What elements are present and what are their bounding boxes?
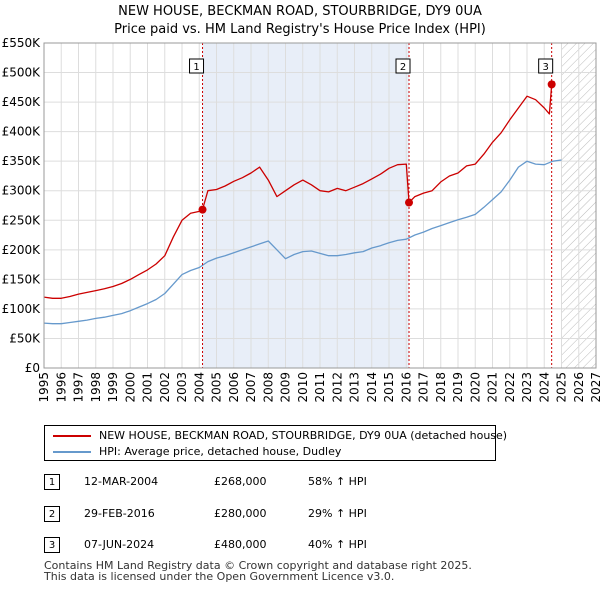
x-tick-label: 2006 xyxy=(227,372,241,403)
x-tick-label: 2010 xyxy=(296,372,310,403)
y-tick-label: £300K xyxy=(2,184,42,198)
transaction-hpi: 40% ↑ HPI xyxy=(308,538,367,551)
chart-title: NEW HOUSE, BECKMAN ROAD, STOURBRIDGE, DY… xyxy=(118,4,482,19)
x-tick-label: 2016 xyxy=(399,372,413,403)
x-tick-label: 2022 xyxy=(503,372,517,403)
x-tick-label: 2001 xyxy=(141,372,155,403)
footer: Contains HM Land Registry data © Crown c… xyxy=(44,560,472,582)
price-chart: 1 2 3 £0 £50K £100K £150K £200K £250K £300K £350K… xyxy=(2,36,600,403)
legend: NEW HOUSE, BECKMAN ROAD, STOURBRIDGE, DY… xyxy=(44,425,507,461)
y-tick-label: £250K xyxy=(2,213,42,227)
sale-number-label: 3 xyxy=(542,62,548,73)
transaction-price: £268,000 xyxy=(214,475,267,488)
sale-point xyxy=(405,198,414,207)
x-tick-label: 2020 xyxy=(468,372,482,403)
x-tick-label: 2008 xyxy=(261,372,275,403)
y-tick-label: £550K xyxy=(2,36,42,50)
x-tick-label: 2021 xyxy=(486,372,500,403)
x-tick-label: 2023 xyxy=(520,372,534,403)
x-tick-label: 1995 xyxy=(37,372,51,403)
transaction-number: 3 xyxy=(44,537,60,553)
y-tick-label: £150K xyxy=(2,272,42,286)
hpi-line xyxy=(43,159,562,325)
x-tick-label: 2011 xyxy=(313,372,327,403)
legend-label-property: NEW HOUSE, BECKMAN ROAD, STOURBRIDGE, DY… xyxy=(99,429,508,442)
x-tick-label: 2013 xyxy=(348,372,362,403)
x-tick-label: 2012 xyxy=(330,372,344,403)
x-tick-label: 1998 xyxy=(89,372,103,403)
x-tick-label: 2024 xyxy=(537,372,551,403)
transaction-price: £480,000 xyxy=(214,538,267,551)
sale-number-label: 2 xyxy=(400,62,406,73)
x-tick-label: 1999 xyxy=(106,372,120,403)
y-tick-label: £350K xyxy=(2,154,42,168)
footer-copyright: Contains HM Land Registry data © Crown c… xyxy=(44,559,472,572)
x-tick-label: 1997 xyxy=(72,372,86,403)
x-tick-label: 2018 xyxy=(434,372,448,403)
legend-swatch-property xyxy=(53,435,91,437)
x-tick-label: 2003 xyxy=(175,372,189,403)
property-price-line xyxy=(43,80,556,299)
transaction-date: 29-FEB-2016 xyxy=(84,507,155,520)
y-tick-label: £500K xyxy=(2,66,42,80)
sale-number-box xyxy=(189,58,205,74)
transaction-date: 12-MAR-2004 xyxy=(84,475,159,488)
ownership-shade xyxy=(202,43,410,368)
y-tick-label: £0 xyxy=(25,361,40,375)
x-tick-label: 2002 xyxy=(158,372,172,403)
x-tick-label: 2004 xyxy=(192,372,206,403)
x-tick-label: 2000 xyxy=(123,372,137,403)
x-tick-label: 1996 xyxy=(54,372,68,403)
y-tick-label: £450K xyxy=(2,95,42,109)
legend-label-hpi: HPI: Average price, detached house, Dudl… xyxy=(99,445,342,458)
x-tick-label: 2026 xyxy=(572,372,586,403)
y-tick-label: £100K xyxy=(2,302,42,316)
x-tick-label: 2017 xyxy=(417,372,431,403)
x-tick-label: 2027 xyxy=(589,372,600,403)
transaction-row: 3 07-JUN-2024 £480,000 40% ↑ HPI xyxy=(44,537,444,555)
transaction-hpi: 29% ↑ HPI xyxy=(308,507,367,520)
y-tick-label: £400K xyxy=(2,125,42,139)
y-tick-label: £200K xyxy=(2,243,42,257)
x-tick-label: 2015 xyxy=(382,372,396,403)
sale-number-box xyxy=(538,58,554,74)
chart-subtitle: Price paid vs. HM Land Registry's House … xyxy=(114,22,486,37)
transaction-row: 2 29-FEB-2016 £280,000 29% ↑ HPI xyxy=(44,506,444,524)
transaction-date: 07-JUN-2024 xyxy=(84,538,155,551)
transaction-hpi: 58% ↑ HPI xyxy=(308,475,367,488)
sale-number-box xyxy=(395,58,411,74)
sale-point xyxy=(198,205,207,214)
sale-point xyxy=(547,80,556,89)
x-tick-label: 2014 xyxy=(365,372,379,403)
x-tick-label: 2019 xyxy=(451,372,465,403)
transaction-price: £280,000 xyxy=(214,507,267,520)
legend-swatch-hpi xyxy=(53,451,91,453)
x-tick-label: 2009 xyxy=(279,372,293,403)
plot-frame xyxy=(43,42,597,369)
transaction-number: 1 xyxy=(44,474,60,490)
sale-number-label: 1 xyxy=(193,62,199,73)
transaction-row: 1 12-MAR-2004 £268,000 58% ↑ HPI xyxy=(44,474,444,492)
transaction-number: 2 xyxy=(44,506,60,522)
footer-licence: This data is licensed under the Open Gov… xyxy=(44,570,395,583)
y-tick-label: £50K xyxy=(9,331,41,345)
x-tick-label: 2025 xyxy=(555,372,569,403)
chart-title-block: NEW HOUSE, BECKMAN ROAD, STOURBRIDGE, DY… xyxy=(0,3,600,39)
x-tick-label: 2005 xyxy=(210,372,224,403)
x-tick-label: 2007 xyxy=(244,372,258,403)
